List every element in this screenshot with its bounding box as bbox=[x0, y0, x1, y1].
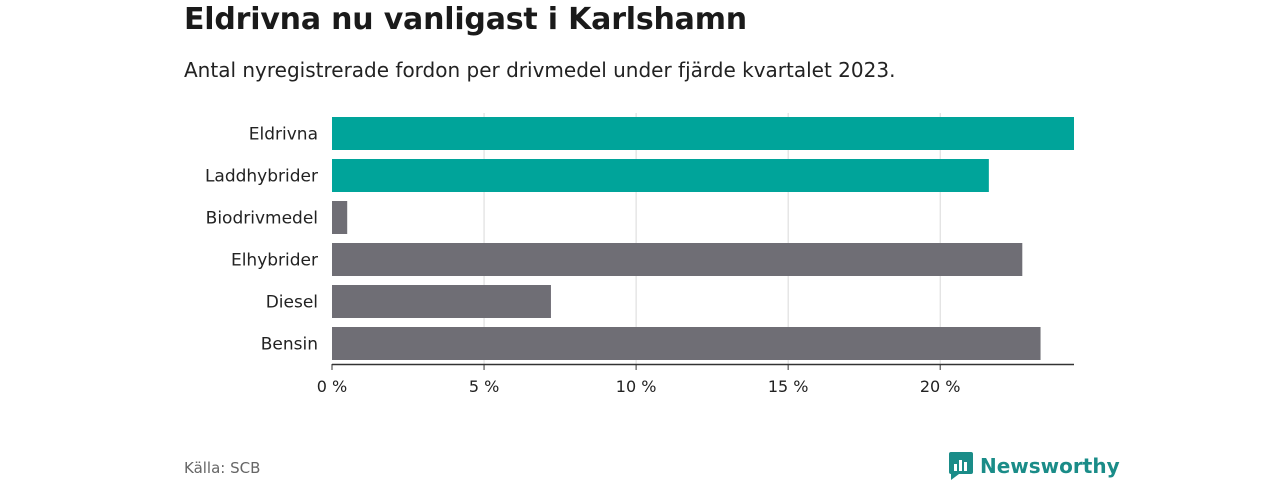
newsworthy-logo: Newsworthy bbox=[948, 451, 1120, 481]
category-label: Diesel bbox=[266, 293, 318, 313]
bars bbox=[332, 117, 1074, 360]
chart-subtitle: Antal nyregistrerade fordon per drivmede… bbox=[184, 58, 896, 82]
bar-laddhybrider bbox=[332, 159, 989, 192]
bar-chart: Eldrivna Laddhybrider Biodrivmedel Elhybrid… bbox=[205, 113, 1074, 396]
category-label: Elhybrider bbox=[231, 251, 318, 271]
category-label: Bensin bbox=[261, 335, 318, 355]
bar-bensin bbox=[332, 327, 1041, 360]
bar-eldrivna bbox=[332, 117, 1074, 150]
category-label: Biodrivmedel bbox=[206, 209, 318, 229]
x-tick-label: 0 % bbox=[317, 377, 347, 396]
category-label: Eldrivna bbox=[249, 125, 318, 145]
bar-diesel bbox=[332, 285, 551, 318]
brand-name: Newsworthy bbox=[980, 454, 1120, 478]
x-tick-label: 5 % bbox=[469, 377, 499, 396]
x-tick-label: 20 % bbox=[920, 377, 961, 396]
bar-biodrivmedel bbox=[332, 201, 348, 234]
x-tick-label: 15 % bbox=[768, 377, 809, 396]
grid-lines bbox=[483, 113, 941, 364]
category-labels: Eldrivna Laddhybrider Biodrivmedel Elhybrid… bbox=[205, 125, 318, 355]
source-note: Källa: SCB bbox=[184, 459, 261, 477]
x-tick-label: 10 % bbox=[616, 377, 657, 396]
chart-title: Eldrivna nu vanligast i Karlshamn bbox=[184, 2, 747, 37]
category-label: Laddhybrider bbox=[205, 167, 318, 187]
bar-elhybrider bbox=[332, 243, 1023, 276]
newsworthy-chart-icon bbox=[949, 452, 973, 480]
x-axis-ticks: 0 % 5 % 10 % 15 % 20 % bbox=[317, 364, 961, 396]
